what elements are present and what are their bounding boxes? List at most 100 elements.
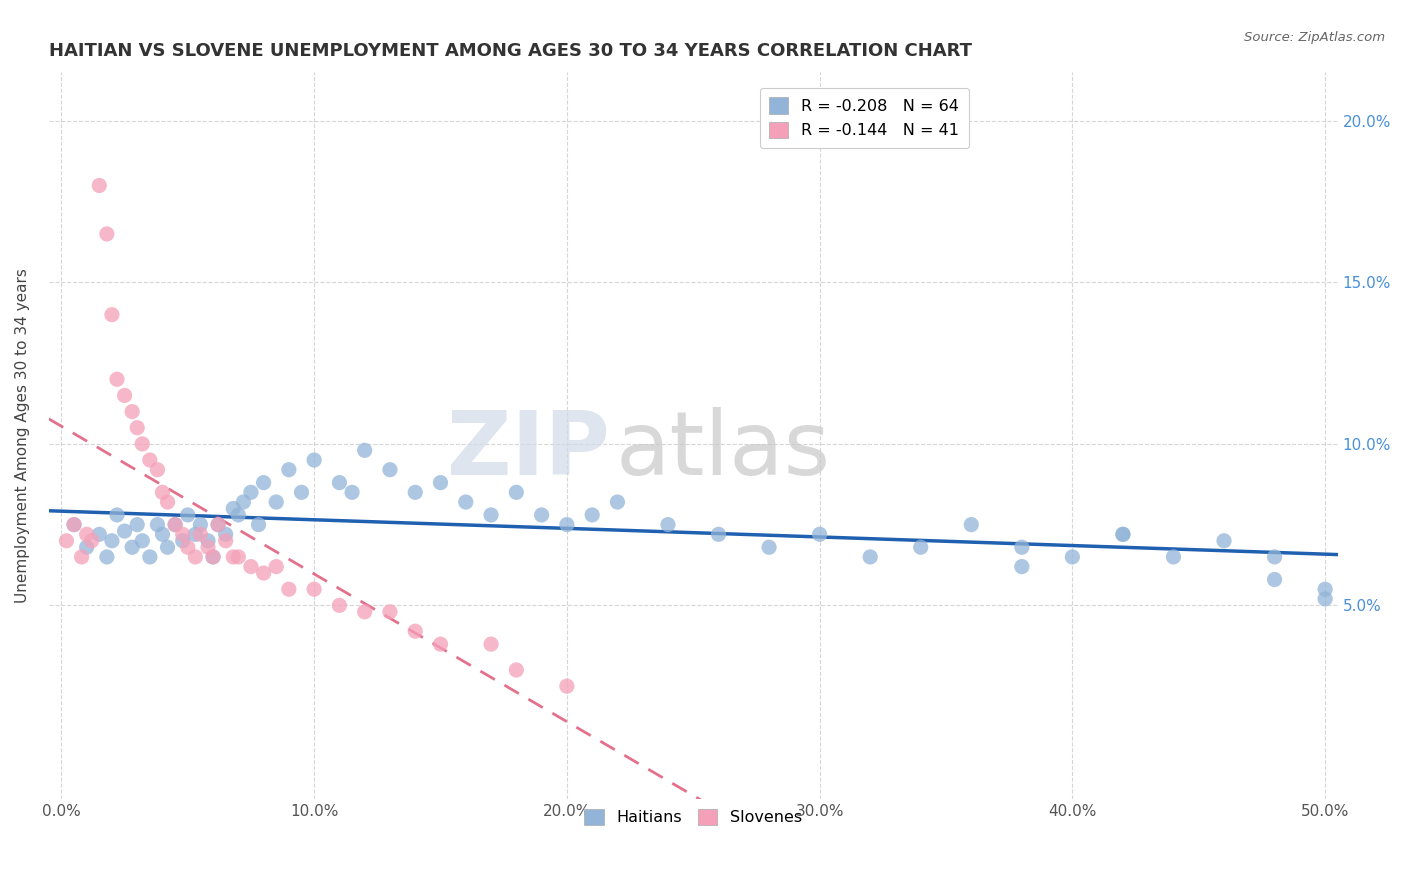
Point bbox=[63, 517, 86, 532]
Point bbox=[247, 517, 270, 532]
Point bbox=[172, 527, 194, 541]
Point bbox=[121, 540, 143, 554]
Point bbox=[378, 463, 401, 477]
Point bbox=[207, 517, 229, 532]
Point bbox=[80, 533, 103, 548]
Point bbox=[264, 495, 287, 509]
Point bbox=[290, 485, 312, 500]
Point bbox=[404, 624, 426, 639]
Point bbox=[429, 637, 451, 651]
Point bbox=[139, 549, 162, 564]
Point bbox=[1264, 573, 1286, 587]
Point bbox=[156, 495, 179, 509]
Point bbox=[172, 533, 194, 548]
Point bbox=[89, 527, 111, 541]
Point bbox=[146, 517, 169, 532]
Point bbox=[76, 527, 98, 541]
Point bbox=[328, 599, 350, 613]
Point bbox=[429, 475, 451, 490]
Point bbox=[808, 527, 831, 541]
Point bbox=[184, 549, 207, 564]
Point bbox=[96, 227, 118, 241]
Point bbox=[197, 533, 219, 548]
Point bbox=[353, 443, 375, 458]
Point bbox=[152, 527, 174, 541]
Point bbox=[146, 463, 169, 477]
Point bbox=[105, 372, 128, 386]
Point bbox=[96, 549, 118, 564]
Point bbox=[302, 453, 325, 467]
Point bbox=[114, 388, 136, 402]
Point bbox=[1112, 527, 1135, 541]
Point bbox=[910, 540, 932, 554]
Point bbox=[340, 485, 363, 500]
Point bbox=[505, 485, 527, 500]
Point bbox=[1163, 549, 1185, 564]
Point bbox=[127, 517, 149, 532]
Point bbox=[121, 404, 143, 418]
Point bbox=[1264, 549, 1286, 564]
Text: HAITIAN VS SLOVENE UNEMPLOYMENT AMONG AGES 30 TO 34 YEARS CORRELATION CHART: HAITIAN VS SLOVENE UNEMPLOYMENT AMONG AG… bbox=[49, 42, 972, 60]
Point bbox=[184, 527, 207, 541]
Point bbox=[131, 437, 153, 451]
Point bbox=[707, 527, 730, 541]
Point bbox=[555, 517, 578, 532]
Point bbox=[657, 517, 679, 532]
Point bbox=[378, 605, 401, 619]
Point bbox=[1313, 591, 1336, 606]
Point bbox=[215, 527, 238, 541]
Point bbox=[277, 582, 299, 597]
Point bbox=[63, 517, 86, 532]
Text: ZIP: ZIP bbox=[447, 407, 609, 494]
Point bbox=[156, 540, 179, 554]
Point bbox=[101, 533, 124, 548]
Point bbox=[139, 453, 162, 467]
Point bbox=[232, 495, 254, 509]
Point bbox=[222, 549, 245, 564]
Point bbox=[152, 485, 174, 500]
Point bbox=[252, 566, 274, 580]
Point bbox=[859, 549, 882, 564]
Point bbox=[505, 663, 527, 677]
Point bbox=[1213, 533, 1236, 548]
Point bbox=[177, 508, 200, 522]
Text: atlas: atlas bbox=[616, 407, 831, 494]
Point bbox=[215, 533, 238, 548]
Point bbox=[454, 495, 477, 509]
Point bbox=[177, 540, 200, 554]
Point bbox=[530, 508, 553, 522]
Point bbox=[252, 475, 274, 490]
Point bbox=[190, 517, 212, 532]
Point bbox=[89, 178, 111, 193]
Text: Source: ZipAtlas.com: Source: ZipAtlas.com bbox=[1244, 31, 1385, 45]
Point bbox=[239, 559, 262, 574]
Point bbox=[114, 524, 136, 538]
Point bbox=[353, 605, 375, 619]
Point bbox=[165, 517, 187, 532]
Point bbox=[277, 463, 299, 477]
Point bbox=[197, 540, 219, 554]
Point bbox=[131, 533, 153, 548]
Point bbox=[70, 549, 93, 564]
Point bbox=[1313, 582, 1336, 597]
Point bbox=[1011, 559, 1033, 574]
Y-axis label: Unemployment Among Ages 30 to 34 years: Unemployment Among Ages 30 to 34 years bbox=[15, 268, 30, 603]
Point bbox=[202, 549, 225, 564]
Point bbox=[264, 559, 287, 574]
Point bbox=[479, 508, 502, 522]
Point bbox=[606, 495, 628, 509]
Point bbox=[190, 527, 212, 541]
Point bbox=[581, 508, 603, 522]
Point bbox=[1062, 549, 1084, 564]
Point bbox=[328, 475, 350, 490]
Legend: Haitians, Slovenes: Haitians, Slovenes bbox=[575, 799, 811, 835]
Point bbox=[207, 517, 229, 532]
Point bbox=[101, 308, 124, 322]
Point bbox=[758, 540, 780, 554]
Point bbox=[1011, 540, 1033, 554]
Point bbox=[302, 582, 325, 597]
Point bbox=[479, 637, 502, 651]
Point bbox=[239, 485, 262, 500]
Point bbox=[76, 540, 98, 554]
Point bbox=[165, 517, 187, 532]
